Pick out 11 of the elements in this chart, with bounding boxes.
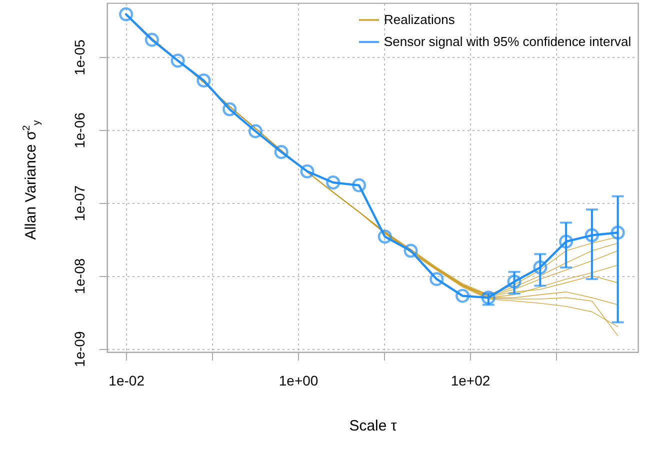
y-tick-label: 1e-08 [72, 258, 88, 294]
y-tick-label: 1e-05 [72, 39, 88, 76]
x-tick-label: 1e+02 [450, 372, 490, 388]
legend-label: Realizations [384, 12, 456, 27]
legend-label: Sensor signal with 95% confidence interval [384, 34, 632, 49]
x-axis-title: Scale τ [349, 418, 397, 434]
y-tick-label: 1e-06 [72, 112, 88, 148]
y-tick-label: 1e-09 [72, 331, 88, 368]
y-tick-label: 1e-07 [72, 185, 88, 222]
x-tick-label: 1e-02 [108, 372, 145, 388]
x-tick-label: 1e+00 [278, 372, 318, 388]
